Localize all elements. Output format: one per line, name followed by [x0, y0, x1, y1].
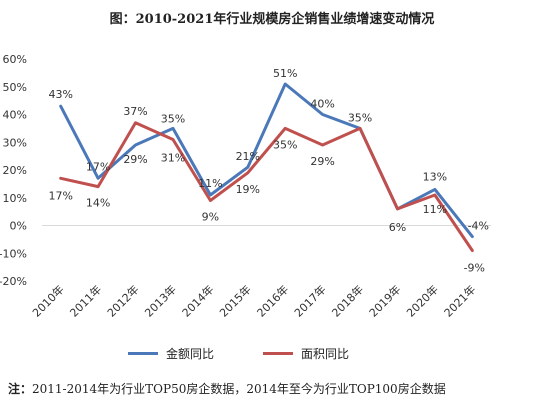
y-tick-label: -20%: [0, 275, 27, 288]
data-label: 17%: [48, 189, 72, 202]
data-label: 40%: [310, 98, 334, 111]
data-label: 11%: [423, 203, 447, 216]
data-label: 29%: [310, 155, 334, 168]
data-label: -9%: [464, 261, 485, 274]
data-label: 11%: [198, 177, 222, 190]
footnote-prefix: 注：: [8, 382, 33, 396]
x-tick-label: 2016年: [254, 282, 291, 319]
x-tick-label: 2013年: [142, 282, 179, 319]
data-label: 19%: [236, 183, 260, 196]
legend-swatch-area: [263, 352, 293, 355]
data-label: 6%: [389, 221, 406, 234]
data-label: 43%: [48, 88, 72, 101]
data-label: 51%: [273, 67, 297, 80]
y-tick-label: 40%: [3, 109, 27, 122]
legend-label-amount: 金额同比: [166, 347, 215, 361]
x-tick-label: 2020年: [404, 282, 441, 319]
data-label: 14%: [86, 197, 110, 210]
x-tick-label: 2019年: [366, 282, 403, 319]
legend-label-area: 面积同比: [301, 347, 350, 361]
y-tick-label: 60%: [3, 53, 27, 66]
legend-item-amount: 金额同比: [128, 345, 214, 362]
data-label: 35%: [161, 112, 185, 125]
data-label: 17%: [86, 160, 110, 173]
x-tick-label: 2012年: [104, 282, 141, 319]
x-tick-label: 2021年: [441, 282, 478, 319]
y-tick-label: -10%: [0, 247, 27, 260]
x-tick-label: 2017年: [291, 282, 328, 319]
data-label: 35%: [273, 138, 297, 151]
series-line-area: [59, 121, 474, 252]
footnote: 注：2011-2014年为行业TOP50房企数据，2014年至今为行业TOP10…: [8, 380, 446, 397]
x-tick-label: 2014年: [179, 282, 216, 319]
chart-title: 图：2010-2021年行业规模房企销售业绩增速变动情况: [109, 12, 435, 27]
y-tick-label: 50%: [3, 81, 27, 94]
data-label: 21%: [236, 150, 260, 163]
x-tick-label: 2015年: [216, 282, 253, 319]
data-label: 31%: [161, 151, 185, 164]
y-tick-label: 10%: [3, 192, 27, 205]
legend-item-area: 面积同比: [263, 345, 349, 362]
y-tick-label: 30%: [3, 136, 27, 149]
data-label: 37%: [123, 105, 147, 118]
y-tick-label: 20%: [3, 164, 27, 177]
data-label: 9%: [202, 211, 219, 224]
data-label: 13%: [423, 170, 447, 183]
data-label: 29%: [123, 153, 147, 166]
y-tick-label: 0%: [10, 220, 27, 233]
x-tick-label: 2010年: [29, 282, 66, 319]
x-tick-label: 2011年: [67, 282, 104, 319]
legend-swatch-amount: [128, 352, 158, 355]
footnote-text: 2011-2014年为行业TOP50房企数据，2014年至今为行业TOP100房…: [32, 382, 446, 396]
x-tick-label: 2018年: [329, 282, 366, 319]
data-label: -4%: [468, 220, 489, 233]
data-label: 35%: [348, 111, 372, 124]
